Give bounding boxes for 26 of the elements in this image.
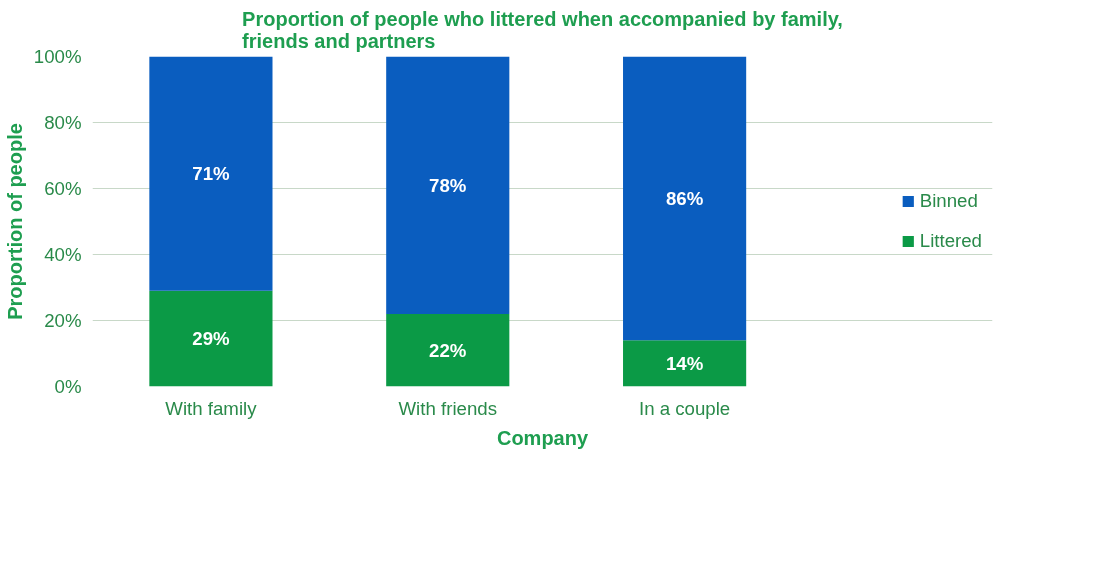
data-label: 71% bbox=[192, 163, 230, 185]
x-tick-label: With family bbox=[165, 397, 258, 419]
data-label: 14% bbox=[665, 352, 704, 374]
y-tick-label: 80% bbox=[44, 112, 82, 133]
bar bbox=[386, 56, 510, 314]
bar bbox=[386, 313, 510, 387]
data-label: 86% bbox=[665, 187, 704, 209]
chart-title: Proportion of people who littered when accompanied by family, friends and partners bbox=[242, 7, 843, 52]
x-tick-label: In a couple bbox=[638, 397, 731, 419]
data-label: 78% bbox=[429, 174, 467, 196]
bar bbox=[623, 340, 747, 387]
y-tick-label: 20% bbox=[44, 310, 82, 331]
y-tick-label: 40% bbox=[44, 244, 82, 265]
y-tick-label: 0% bbox=[54, 376, 82, 397]
legend-label: Littered bbox=[919, 230, 982, 252]
bar bbox=[149, 56, 273, 291]
x-tick-label: With friends bbox=[398, 397, 498, 419]
legend-label: Binned bbox=[919, 190, 978, 212]
data-label: 22% bbox=[429, 339, 467, 361]
bar bbox=[623, 56, 747, 341]
bar bbox=[149, 290, 273, 387]
data-label: 29% bbox=[192, 328, 230, 350]
y-tick-label: 60% bbox=[44, 178, 82, 199]
y-axis-title: Proportion of people bbox=[3, 123, 26, 320]
x-axis-title: Company bbox=[496, 426, 589, 449]
y-tick-label: 100% bbox=[33, 46, 82, 67]
